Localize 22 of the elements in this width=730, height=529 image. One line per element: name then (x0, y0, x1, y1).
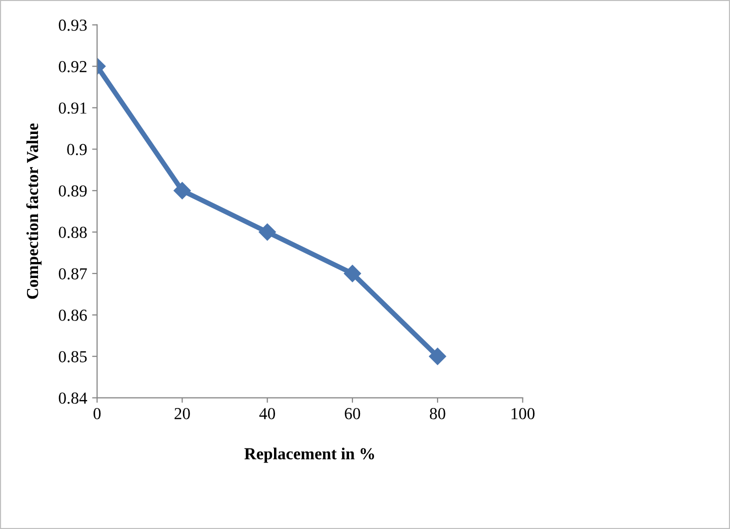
y-axis-title: Compection factor Value (26, 123, 42, 299)
y-tick-label: 0.85 (58, 351, 87, 362)
x-tick-label: 100 (512, 408, 535, 420)
x-axis-title: Replacement in % (244, 448, 374, 463)
x-tick-label: 80 (430, 408, 446, 420)
y-tick-label: 0.92 (58, 61, 86, 72)
x-tick-label: 60 (344, 408, 360, 420)
y-tick-label: 0.87 (58, 268, 87, 280)
point (429, 348, 446, 365)
y-tick-label: 0.88 (58, 226, 87, 238)
y-tick-label: 0.93 (58, 20, 87, 31)
y-tick-label: 0.89 (58, 185, 87, 197)
y-tick-label: 0.91 (58, 102, 86, 114)
x-tick-label: 0 (94, 408, 101, 420)
x-tick-label: 40 (259, 408, 276, 420)
point (344, 264, 361, 282)
y-tick-label: 0.9 (67, 144, 87, 156)
point (258, 224, 276, 241)
x-tick-label: 20 (174, 408, 190, 420)
point (174, 182, 191, 200)
y-tick-label: 0.84 (58, 392, 88, 404)
y-tick-label: 0.86 (58, 310, 87, 321)
